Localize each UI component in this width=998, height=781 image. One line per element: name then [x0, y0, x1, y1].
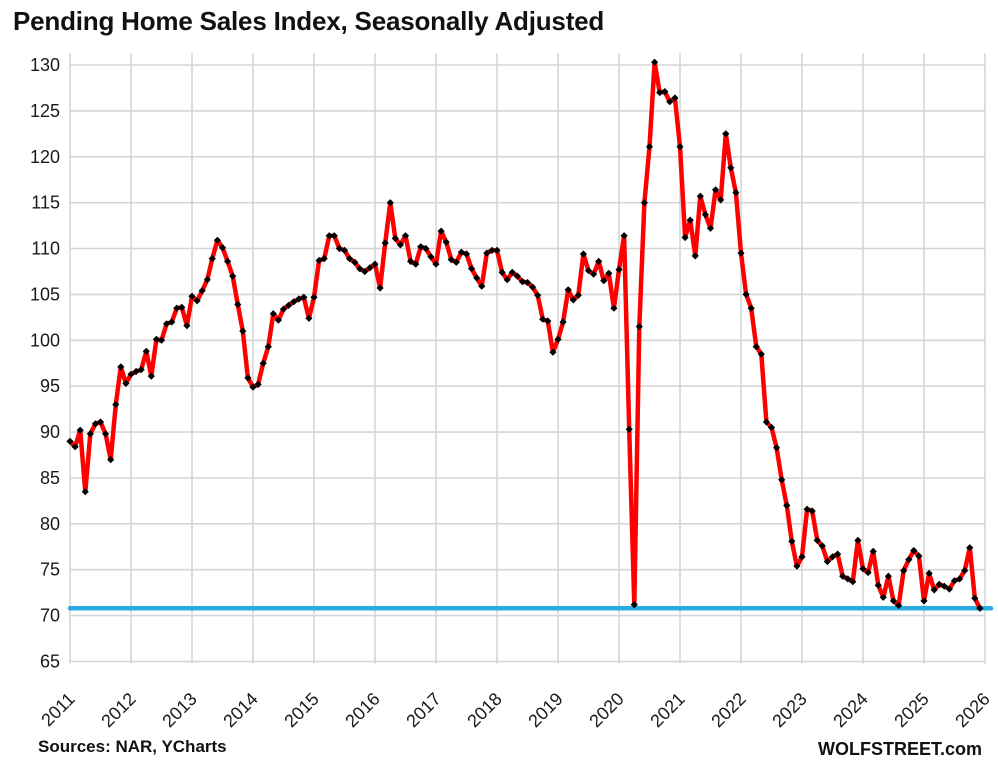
svg-text:115: 115 [31, 193, 60, 213]
svg-text:2023: 2023 [768, 689, 810, 731]
svg-text:2018: 2018 [463, 689, 505, 731]
svg-text:2025: 2025 [890, 689, 932, 731]
svg-text:75: 75 [40, 560, 60, 580]
series-markers [66, 58, 984, 612]
x-gridlines [69, 53, 986, 664]
svg-text:130: 130 [30, 55, 60, 75]
svg-text:2026: 2026 [951, 689, 993, 731]
x-axis-tick-labels: 2011 2012 2013 2014 2015 2016 2017 2018 2019 2020… [37, 689, 994, 731]
svg-text:2012: 2012 [97, 689, 139, 731]
svg-text:105: 105 [30, 284, 60, 304]
svg-text:85: 85 [40, 468, 60, 488]
svg-text:2013: 2013 [158, 689, 200, 731]
svg-text:95: 95 [40, 376, 60, 396]
svg-text:65: 65 [40, 652, 60, 672]
svg-text:2011: 2011 [37, 689, 79, 731]
svg-text:2016: 2016 [341, 689, 383, 731]
svg-text:2022: 2022 [707, 689, 749, 731]
sources-note: Sources: NAR, YCharts [38, 737, 227, 756]
svg-text:70: 70 [40, 606, 60, 626]
svg-text:100: 100 [30, 330, 60, 350]
y-gridlines [70, 64, 985, 663]
svg-text:2015: 2015 [280, 689, 322, 731]
svg-text:90: 90 [40, 422, 60, 442]
chart-title: Pending Home Sales Index, Seasonally Adj… [13, 6, 605, 36]
svg-text:2014: 2014 [219, 689, 261, 731]
svg-text:80: 80 [40, 514, 60, 534]
wolfstreet-brand: WOLFSTREET.com [817, 739, 982, 759]
svg-text:2019: 2019 [524, 689, 566, 731]
svg-text:120: 120 [30, 147, 60, 167]
svg-text:125: 125 [30, 101, 60, 121]
y-axis-tick-labels: 65 70 75 80 85 90 95 100 105 110 115 120 125 130 [30, 55, 60, 672]
svg-text:2017: 2017 [402, 689, 444, 731]
svg-text:2024: 2024 [829, 689, 871, 731]
series-line [67, 59, 983, 611]
svg-text:2021: 2021 [646, 689, 688, 731]
svg-text:110: 110 [31, 239, 60, 259]
svg-text:2020: 2020 [585, 689, 627, 731]
